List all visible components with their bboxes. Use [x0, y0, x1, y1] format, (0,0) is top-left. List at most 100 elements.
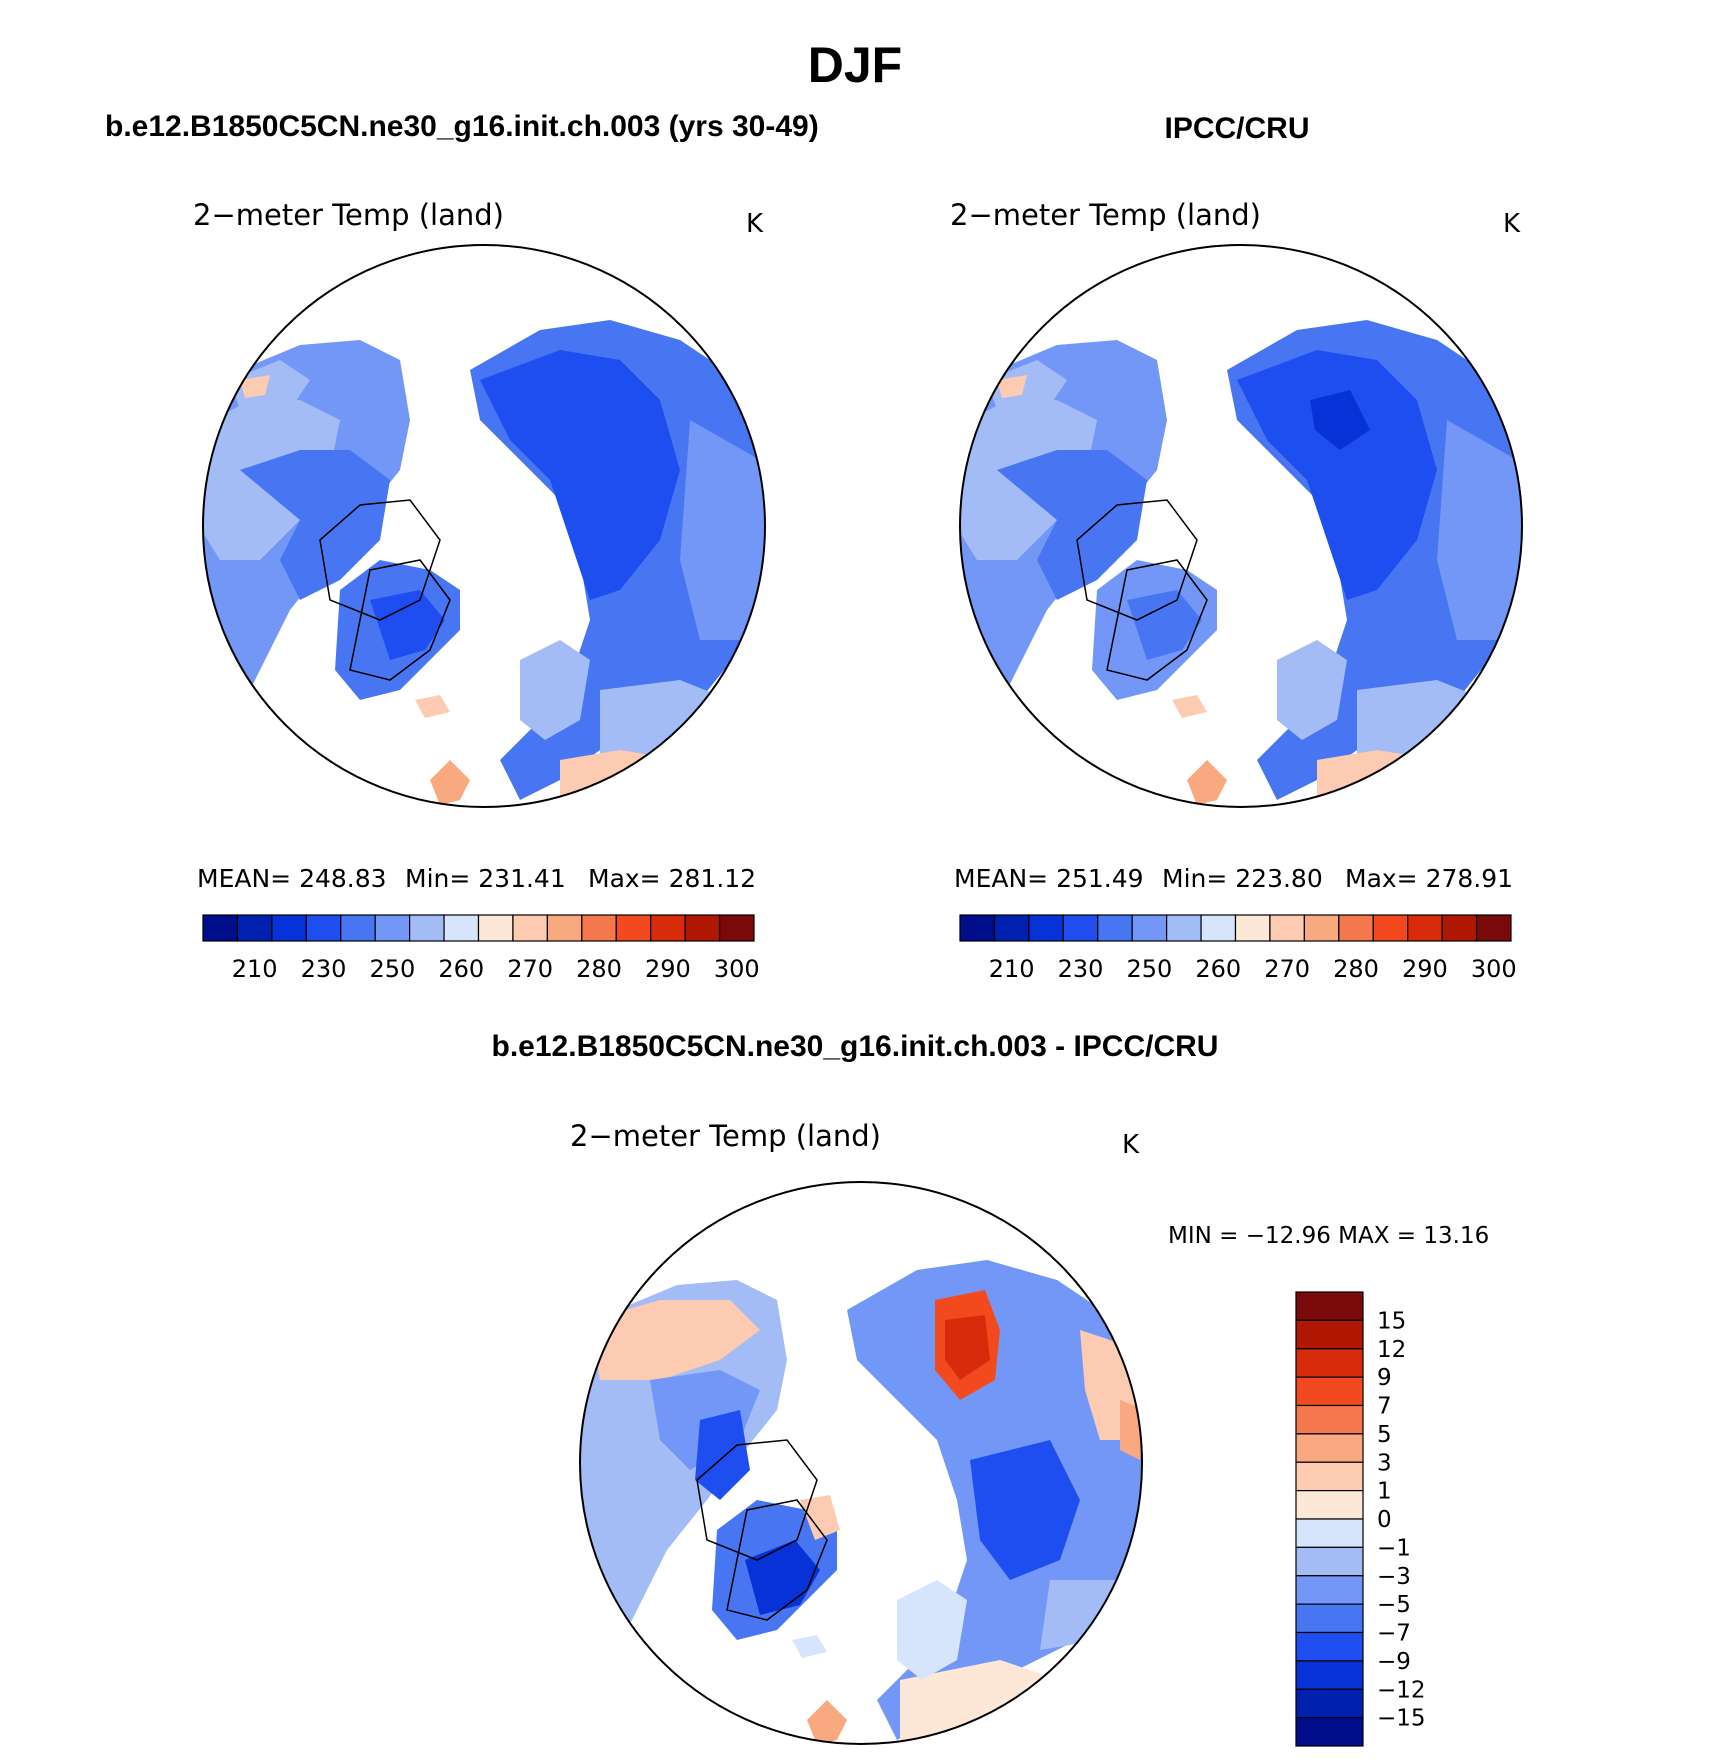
obs-colorbar-swatch [1441, 914, 1478, 942]
diff-colorbar-swatch [1295, 1631, 1364, 1662]
panel-observations: 2−meter Temp (land) K MEAN= 251.49 Min= … [950, 198, 1523, 983]
panel-obs-title: 2−meter Temp (land) [950, 198, 1261, 232]
panel-obs-max: Max= 278.91 [1345, 864, 1513, 893]
obs-colorbar-swatch [1062, 914, 1099, 942]
diff-colorbar-tick-label: 5 [1377, 1422, 1392, 1448]
model-colorbar-swatch [443, 914, 480, 942]
obs-colorbar-swatch [1475, 914, 1512, 942]
obs-colorbar-swatch [1303, 914, 1340, 942]
obs-colorbar-swatch [1407, 914, 1443, 942]
obs-colorbar-swatch [1338, 914, 1374, 942]
model-colorbar-swatch [340, 914, 376, 942]
diff-colorbar-swatch [1295, 1490, 1364, 1520]
model-colorbar-tick-label: 280 [576, 955, 622, 983]
diff-colorbar-swatch [1295, 1688, 1364, 1719]
diff-colorbar-swatch [1295, 1717, 1364, 1747]
diff-colorbar-swatch [1295, 1319, 1364, 1350]
diff-colorbar-swatch [1295, 1461, 1364, 1492]
panel-model: 2−meter Temp (land) K [193, 198, 766, 983]
obs-colorbar-tick-label: 290 [1402, 955, 1448, 983]
model-colorbar-tick-label: 260 [438, 955, 484, 983]
obs-colorbar-tick-label: 250 [1127, 955, 1173, 983]
obs-colorbar-swatch [959, 914, 996, 942]
diff-colorbar-tick-label: −7 [1377, 1621, 1411, 1647]
difference-colorbar: 15 129 753 10−1 −3−5 −7−9−12 −15 [1295, 1291, 1426, 1747]
season-title: DJF [808, 37, 902, 93]
model-colorbar-swatch [581, 914, 617, 942]
diff-colorbar-tick-label: 7 [1377, 1394, 1392, 1420]
model-colorbar-swatch [409, 914, 445, 942]
model-colorbar: 210 230 250 260 270 280 290 300 [202, 914, 760, 983]
diff-colorbar-tick-label: 1 [1377, 1479, 1392, 1505]
panel-diff-title: 2−meter Temp (land) [570, 1119, 881, 1153]
model-colorbar-tick-label: 210 [232, 955, 278, 983]
difference-panel-header: b.e12.B1850C5CN.ne30_g16.init.ch.003 - I… [492, 1030, 1219, 1063]
panel-model-min: Min= 231.41 [405, 864, 566, 893]
obs-colorbar-swatch [1097, 914, 1133, 942]
model-colorbar-tick-label: 230 [301, 955, 347, 983]
panel-difference: 2−meter Temp (land) K MIN = −12.96 MAX =… [570, 1119, 1489, 1747]
diff-colorbar-swatch [1295, 1433, 1364, 1463]
panel-diff-units: K [1122, 1130, 1140, 1160]
obs-colorbar-swatch [1200, 914, 1237, 942]
panel-diff-minmax: MIN = −12.96 MAX = 13.16 [1168, 1223, 1489, 1249]
diff-colorbar-swatch [1295, 1603, 1364, 1634]
diff-colorbar-swatch [1295, 1546, 1364, 1577]
model-colorbar-swatch [236, 914, 273, 942]
model-colorbar-tick-label: 290 [645, 955, 691, 983]
diff-colorbar-swatch [1295, 1376, 1364, 1407]
model-colorbar-swatch [271, 914, 307, 942]
diff-colorbar-tick-label: −12 [1377, 1677, 1426, 1703]
obs-colorbar-swatch [1028, 914, 1064, 942]
obs-colorbar-tick-label: 230 [1058, 955, 1104, 983]
panel-model-mean: MEAN= 248.83 [197, 864, 387, 893]
panel-model-title: 2−meter Temp (land) [193, 198, 504, 232]
obs-colorbar-swatch [1166, 914, 1202, 942]
left-panel-header: b.e12.B1850C5CN.ne30_g16.init.ch.003 (yr… [105, 110, 819, 143]
obs-colorbar-swatch [1269, 914, 1305, 942]
diff-colorbar-swatch [1295, 1291, 1364, 1321]
diff-colorbar-swatch [1295, 1404, 1364, 1435]
model-colorbar-tick-label: 300 [714, 955, 760, 983]
model-colorbar-swatch [305, 914, 342, 942]
model-colorbar-swatch [615, 914, 652, 942]
panel-obs-units: K [1503, 209, 1521, 239]
obs-colorbar-swatch [1372, 914, 1409, 942]
diff-colorbar-tick-label: 0 [1377, 1507, 1392, 1533]
panel-obs-mean: MEAN= 251.49 [954, 864, 1144, 893]
model-colorbar-swatch [477, 914, 514, 942]
difference-map [580, 1182, 1142, 1744]
diff-colorbar-tick-label: −3 [1377, 1564, 1411, 1590]
diff-colorbar-swatch [1295, 1348, 1364, 1378]
model-colorbar-swatch [718, 914, 755, 942]
model-colorbar-swatch [202, 914, 239, 942]
obs-colorbar-swatch [993, 914, 1030, 942]
model-colorbar-tick-label: 250 [370, 955, 416, 983]
obs-map [960, 245, 1522, 807]
obs-colorbar-tick-label: 280 [1333, 955, 1379, 983]
obs-colorbar-tick-label: 210 [989, 955, 1035, 983]
diff-colorbar-tick-label: −15 [1377, 1706, 1426, 1732]
panel-model-max: Max= 281.12 [588, 864, 756, 893]
model-colorbar-swatch [684, 914, 721, 942]
right-panel-header: IPCC/CRU [1164, 112, 1309, 145]
diff-colorbar-swatch [1295, 1518, 1364, 1548]
panel-model-units: K [746, 209, 764, 239]
diff-colorbar-tick-label: 12 [1377, 1337, 1406, 1363]
diff-colorbar-tick-label: −9 [1377, 1649, 1411, 1675]
model-colorbar-swatch [374, 914, 411, 942]
diff-colorbar-tick-label: 15 [1377, 1308, 1406, 1334]
model-colorbar-swatch [650, 914, 686, 942]
model-colorbar-tick-label: 270 [507, 955, 553, 983]
diff-colorbar-swatch [1295, 1660, 1364, 1690]
obs-colorbar-swatch [1131, 914, 1168, 942]
diff-colorbar-tick-label: 9 [1377, 1365, 1392, 1391]
diff-colorbar-tick-label: 3 [1377, 1450, 1392, 1476]
obs-colorbar: 210 230 250 260 270 280 290 300 [959, 914, 1517, 983]
diff-colorbar-swatch [1295, 1575, 1364, 1605]
panel-obs-min: Min= 223.80 [1162, 864, 1323, 893]
diff-colorbar-tick-label: −1 [1377, 1535, 1411, 1561]
obs-colorbar-tick-label: 260 [1195, 955, 1241, 983]
model-map [203, 245, 765, 807]
